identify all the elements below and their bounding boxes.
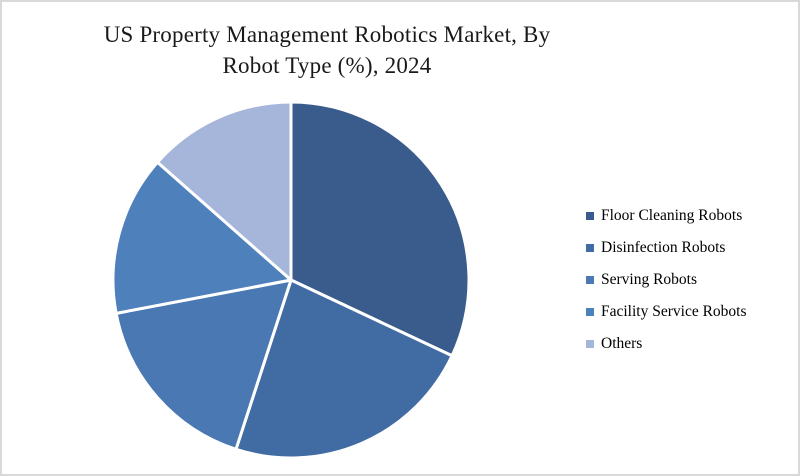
chart-title-line2: Robot Type (%), 2024 [222, 53, 432, 78]
pie-slice [289, 100, 471, 358]
chart-title: US Property Management Robotics Market, … [27, 19, 627, 81]
legend-label: Floor Cleaning Robots [601, 207, 743, 224]
pie-slice [234, 278, 454, 460]
legend-item: Facility Service Robots [586, 302, 747, 322]
legend-label: Disinfection Robots [601, 239, 726, 256]
legend-label: Others [601, 335, 643, 352]
pie-slice [114, 278, 293, 451]
legend-item: Others [586, 334, 747, 354]
legend-label: Serving Robots [601, 271, 698, 288]
legend-marker-icon [586, 276, 594, 284]
legend-item: Floor Cleaning Robots [586, 206, 747, 226]
legend-marker-icon [586, 212, 594, 220]
pie-chart [111, 100, 471, 460]
legend-marker-icon [586, 244, 594, 252]
legend: Floor Cleaning Robots Disinfection Robots… [586, 206, 747, 354]
pie-slice [111, 160, 293, 315]
legend-label: Facility Service Robots [601, 303, 747, 320]
legend-marker-icon [586, 340, 594, 348]
legend-marker-icon [586, 308, 594, 316]
pie-slice [155, 100, 293, 282]
legend-item: Disinfection Robots [586, 238, 747, 258]
legend-item: Serving Robots [586, 270, 747, 290]
chart-title-line1: US Property Management Robotics Market, … [103, 22, 551, 47]
